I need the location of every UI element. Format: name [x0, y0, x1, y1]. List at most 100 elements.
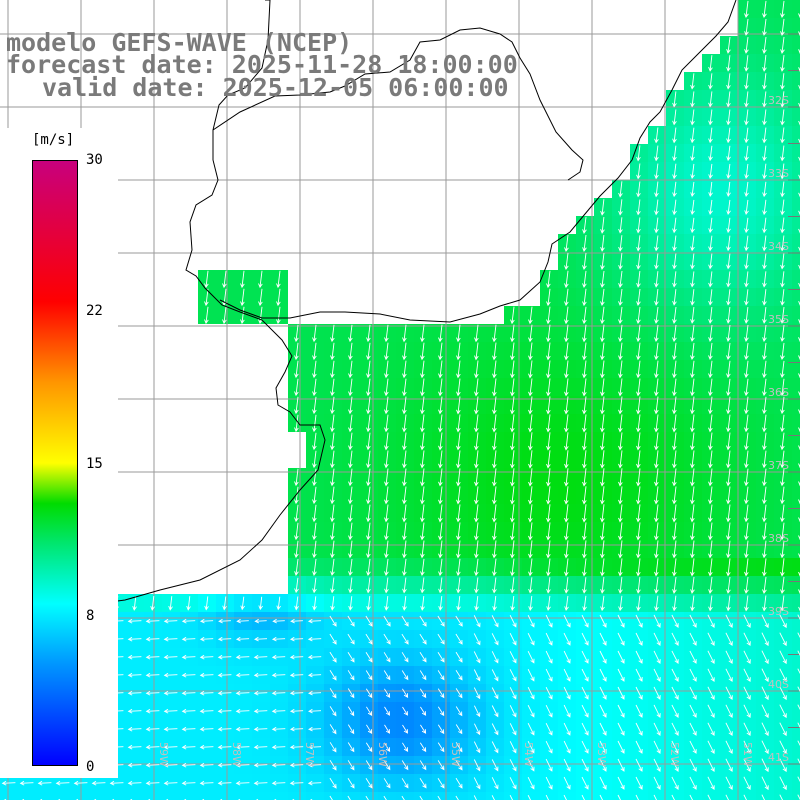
wind-arrow	[672, 540, 677, 559]
wind-arrow	[744, 307, 749, 324]
wind-arrow	[636, 288, 641, 306]
wind-arrow	[217, 654, 232, 660]
wind-arrow	[564, 414, 569, 433]
wind-arrow	[744, 324, 749, 342]
wind-arrow	[797, 794, 800, 800]
wind-arrow	[510, 306, 515, 325]
wind-arrow	[690, 127, 695, 144]
wind-arrow	[690, 307, 695, 324]
wind-arrow	[437, 651, 445, 663]
wind-arrow	[708, 558, 713, 577]
wind-arrow	[419, 670, 427, 681]
wind-arrow	[564, 324, 569, 343]
field-cell	[54, 792, 72, 800]
wind-arrow	[726, 217, 731, 234]
wind-arrow	[437, 670, 445, 681]
wind-arrow	[726, 486, 731, 505]
wind-arrow	[653, 740, 661, 754]
wind-arrow	[618, 235, 623, 252]
wind-arrow	[235, 780, 250, 786]
wind-arrow	[491, 705, 499, 718]
field-cell	[792, 306, 800, 324]
wind-arrow	[743, 776, 751, 791]
field-cell	[720, 792, 738, 800]
wind-arrow	[329, 706, 337, 717]
wind-arrow	[109, 780, 124, 786]
wind-arrow	[546, 324, 551, 343]
wind-arrow	[564, 360, 569, 379]
wind-arrow	[582, 234, 587, 252]
wind-arrow	[437, 760, 445, 771]
wind-arrow	[384, 360, 389, 379]
wind-arrow	[527, 650, 535, 664]
wind-arrow	[762, 450, 767, 469]
wind-arrow	[672, 595, 677, 612]
wind-arrow	[528, 558, 533, 577]
wind-arrow	[456, 396, 461, 415]
wind-arrow	[348, 468, 353, 487]
wind-arrow	[798, 246, 800, 252]
wind-arrow	[617, 794, 622, 800]
wind-arrow	[271, 672, 286, 678]
wind-arrow	[708, 360, 713, 379]
field-cell	[342, 792, 360, 800]
lat-label: 40S	[768, 678, 789, 691]
wind-arrow	[600, 450, 605, 469]
wind-arrow	[217, 672, 232, 678]
wind-arrow	[312, 468, 317, 487]
wind-arrow	[492, 558, 497, 577]
wind-arrow	[689, 740, 697, 754]
wind-arrow	[582, 540, 587, 559]
wind-arrow	[254, 636, 268, 642]
field-cell	[792, 396, 800, 414]
wind-arrow	[654, 504, 659, 523]
wind-arrow	[474, 360, 479, 379]
wind-arrow	[564, 577, 569, 594]
wind-arrow	[618, 396, 623, 415]
wind-arrow	[708, 504, 713, 523]
wind-arrow	[780, 324, 785, 342]
wind-arrow	[690, 504, 695, 523]
wind-arrow	[617, 776, 625, 790]
wind-arrow	[797, 632, 800, 639]
wind-arrow	[726, 504, 731, 523]
wind-arrow	[726, 396, 731, 415]
wind-arrow	[491, 741, 499, 754]
wind-arrow	[581, 668, 589, 682]
wind-arrow	[492, 432, 497, 451]
wind-arrow	[600, 360, 605, 379]
wind-arrow	[55, 780, 70, 786]
field-cell	[126, 792, 144, 800]
wind-arrow	[744, 558, 749, 577]
wind-arrow	[473, 723, 481, 736]
wind-arrow	[762, 235, 767, 252]
wind-arrow	[635, 776, 643, 790]
wind-arrow	[761, 632, 769, 647]
wind-arrow	[348, 324, 353, 343]
wind-arrow	[384, 688, 391, 698]
wind-arrow	[798, 120, 800, 126]
wind-arrow	[510, 522, 515, 541]
wind-arrow	[725, 686, 733, 701]
wind-arrow	[163, 690, 178, 696]
wind-arrow	[474, 378, 479, 397]
wind-arrow	[564, 252, 569, 271]
wind-arrow	[402, 540, 407, 559]
wind-arrow	[492, 342, 497, 361]
wind-arrow	[294, 522, 299, 541]
wind-arrow	[289, 690, 304, 696]
wind-arrow	[798, 210, 800, 216]
wind-arrow	[236, 618, 249, 624]
wind-arrow	[438, 504, 443, 523]
wind-arrow	[582, 414, 587, 433]
wind-arrow	[672, 271, 677, 288]
wind-arrow	[725, 722, 733, 737]
wind-arrow	[402, 432, 407, 451]
wind-arrow	[744, 576, 749, 594]
wind-arrow	[308, 708, 322, 714]
field-cell	[792, 180, 800, 198]
wind-arrow	[635, 794, 640, 800]
wind-arrow	[492, 468, 497, 487]
wind-arrow	[671, 614, 679, 628]
colorbar-tick-0: 0	[86, 759, 95, 775]
